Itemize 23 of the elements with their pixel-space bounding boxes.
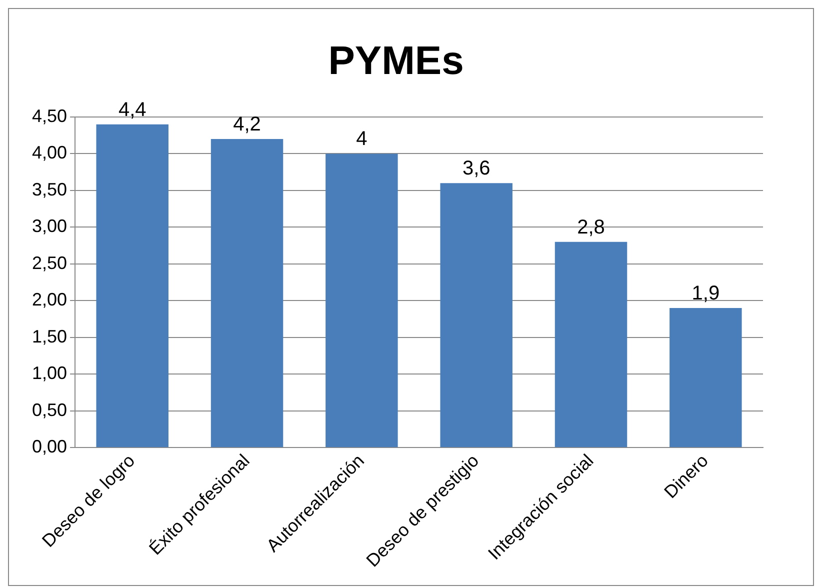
- bar: [670, 308, 742, 448]
- y-tick-label: 1,50: [32, 326, 68, 346]
- chart-title: PYMEs: [328, 39, 464, 84]
- y-tick-label: 0,00: [32, 436, 68, 457]
- data-label: 2,8: [577, 216, 605, 238]
- bar: [326, 154, 398, 448]
- y-tick-label: 0,50: [32, 400, 68, 420]
- y-tick-label: 1,00: [32, 363, 68, 384]
- y-tick-label: 3,00: [32, 216, 68, 236]
- data-label: 1,9: [692, 282, 720, 305]
- y-tick-label: 3,50: [32, 179, 68, 200]
- data-label: 3,6: [462, 158, 490, 180]
- y-tick-label: 4,00: [32, 142, 68, 163]
- data-label: 4: [356, 128, 368, 150]
- bar: [96, 124, 168, 448]
- y-tick-label: 4,50: [32, 106, 68, 126]
- y-tick-label: 2,50: [32, 252, 68, 273]
- bar: [554, 242, 628, 448]
- y-tick-label: 2,00: [32, 290, 68, 310]
- data-label: 4,4: [118, 98, 146, 121]
- bar: [440, 183, 512, 448]
- data-label: 4,2: [233, 114, 261, 136]
- bar: [210, 139, 284, 448]
